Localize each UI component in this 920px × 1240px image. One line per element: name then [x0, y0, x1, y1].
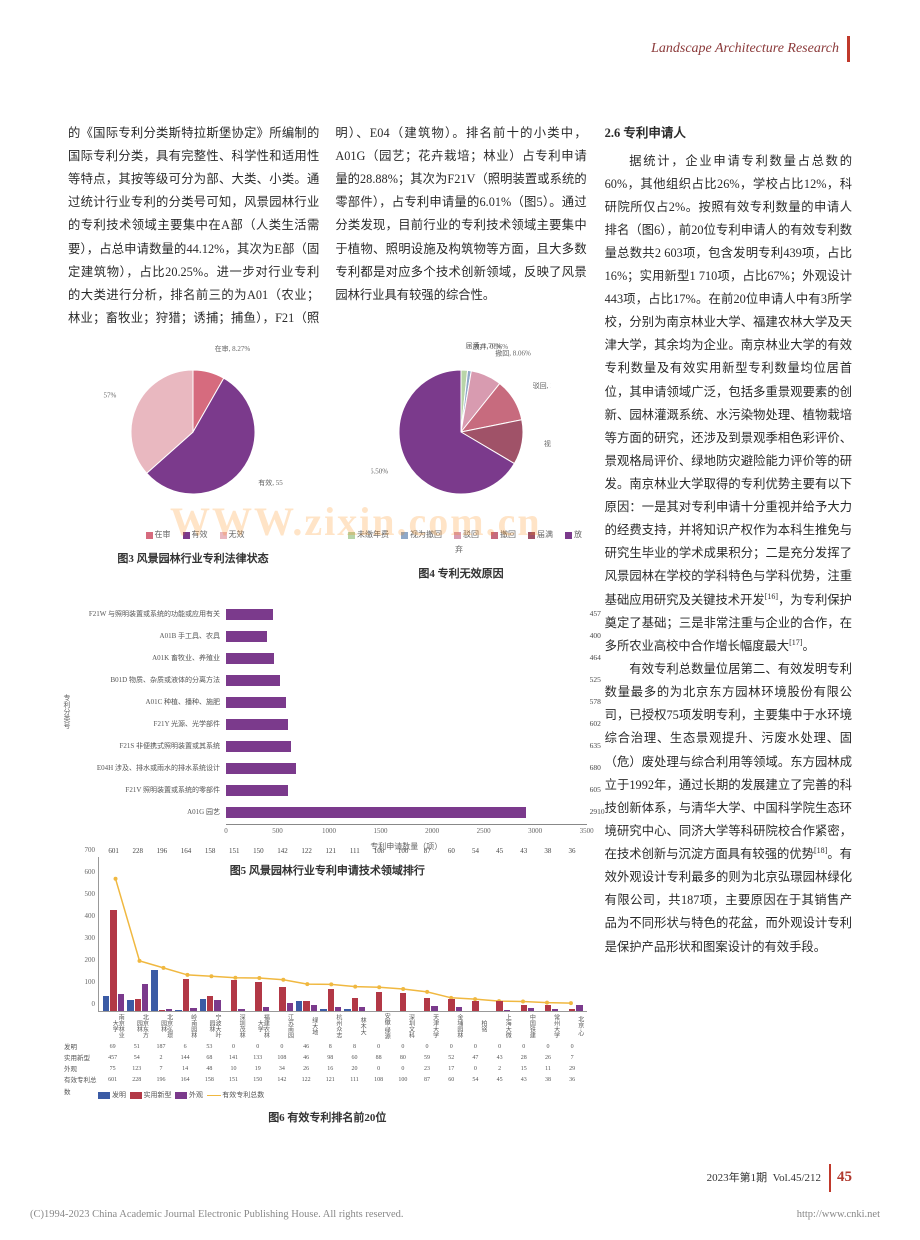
right-para-1: 据统计，企业申请专利数量占总数的60%，其他组织占比26%，学校占比12%，科研…: [605, 150, 852, 659]
r2b-text: 。有效外观设计专利最多的则为北京弘璟园林绿化有限公司，共187项，主要原因在于其…: [605, 847, 852, 953]
fig5-xaxis: 0500100015002000250030003500: [226, 824, 587, 838]
svg-text:视为撤回, 11.67%: 视为撤回, 11.67%: [544, 439, 551, 448]
fig4-caption: 图4 专利无效原因: [336, 564, 586, 584]
fig3-legend: 在审有效无效: [68, 528, 318, 543]
fig6-chart: 0100200300400500600700 601 228 196 164 1…: [68, 857, 587, 1097]
fig5-ylabel: 专利分类号: [60, 694, 73, 729]
svg-text:无效, 36.57%: 无效, 36.57%: [103, 391, 117, 400]
fig4-box: 届满, 1.70%放弃, 0.96%撤回, 8.06%驳回, 11.11%视为撤…: [336, 342, 586, 584]
fig3-caption: 图3 风景园林行业专利法律状态: [68, 549, 318, 569]
journal-header: Landscape Architecture Research: [651, 36, 850, 62]
text-block-1: 的《国际专利分类斯特拉斯堡协定》所编制的国际专利分类，具有完整性、科学性和适用性…: [68, 126, 319, 325]
right-column: 2.6 专利申请人 据统计，企业申请专利数量占总数的60%，其他组织占比26%，…: [605, 122, 852, 1097]
fig3-pie: 在审, 8.27% 有效, 55.16% 无效, 36.57%: [103, 342, 283, 522]
volume-label: Vol.45/212: [773, 1172, 821, 1184]
fig6-legend: 发明 实用新型 外观 有效专利总数: [98, 1089, 587, 1102]
ref-17: [17]: [789, 638, 802, 647]
svg-text:有效, 55.16%: 有效, 55.16%: [258, 478, 283, 487]
r2-text: 有效专利总数量位居第二、有效发明专利数量最多的为北京东方园林环境股份有限公司，已…: [605, 662, 852, 861]
ref-16: [16]: [765, 592, 778, 601]
page-footer: 2023年第1期 Vol.45/212 45: [707, 1164, 852, 1192]
svg-text:未缴年费, 66.50%: 未缴年费, 66.50%: [371, 467, 388, 476]
svg-text:撤回, 8.06%: 撤回, 8.06%: [495, 348, 531, 357]
left-column: 的《国际专利分类斯特拉斯堡协定》所编制的国际专利分类，具有完整性、科学性和适用性…: [68, 122, 587, 1097]
fig4-legend: 未缴年费视为撤回驳回撤回届满放弃: [336, 528, 586, 558]
svg-text:在审, 8.27%: 在审, 8.27%: [215, 344, 251, 353]
r1c-text: 。: [802, 639, 814, 653]
fig6-caption: 图6 有效专利排名前20位: [68, 1108, 587, 1128]
main-content: 的《国际专利分类斯特拉斯堡协定》所编制的国际专利分类，具有完整性、科学性和适用性…: [68, 122, 852, 1097]
copyright-text: (C)1994-2023 China Academic Journal Elec…: [30, 1205, 404, 1224]
fig5-chart: 专利分类号 F21W 与照明装置或系统的功能或应用有关457A01B 手工具、农…: [68, 604, 587, 839]
r1-text: 据统计，企业申请专利数量占总数的60%，其他组织占比26%，学校占比12%，科研…: [605, 154, 852, 607]
section-2-6-title: 2.6 专利申请人: [605, 122, 852, 146]
page-number: 45: [829, 1164, 852, 1192]
fig6-plot: 0100200300400500600700 601 228 196 164 1…: [98, 857, 587, 1012]
cnki-url: http://www.cnki.net: [797, 1205, 880, 1224]
fig6-xlabels: 南京林业大学北京东方园林北京弘璟园林岭南园林宁波大叶园林深圳茂林福建农林大学江苏…: [98, 1012, 587, 1040]
right-para-2: 有效专利总数量位居第二、有效发明专利数量最多的为北京东方园林环境股份有限公司，已…: [605, 658, 852, 959]
copyright-line: (C)1994-2023 China Academic Journal Elec…: [30, 1205, 880, 1224]
intro-text: 的《国际专利分类斯特拉斯堡协定》所编制的国际专利分类，具有完整性、科学性和适用性…: [68, 122, 587, 330]
fig3-box: 在审, 8.27% 有效, 55.16% 无效, 36.57% 在审有效无效 图3 …: [68, 342, 318, 584]
ref-18: [18]: [814, 846, 827, 855]
svg-text:驳回, 11.11%: 驳回, 11.11%: [533, 382, 551, 390]
issue-label: 2023年第1期: [707, 1172, 768, 1184]
fig6-table: 发明69511876530004688000000000实用新型45754214…: [98, 1042, 587, 1086]
fig4-pie: 届满, 1.70%放弃, 0.96%撤回, 8.06%驳回, 11.11%视为撤…: [371, 342, 551, 522]
figs-3-4-row: 在审, 8.27% 有效, 55.16% 无效, 36.57% 在审有效无效 图3 …: [68, 342, 587, 584]
